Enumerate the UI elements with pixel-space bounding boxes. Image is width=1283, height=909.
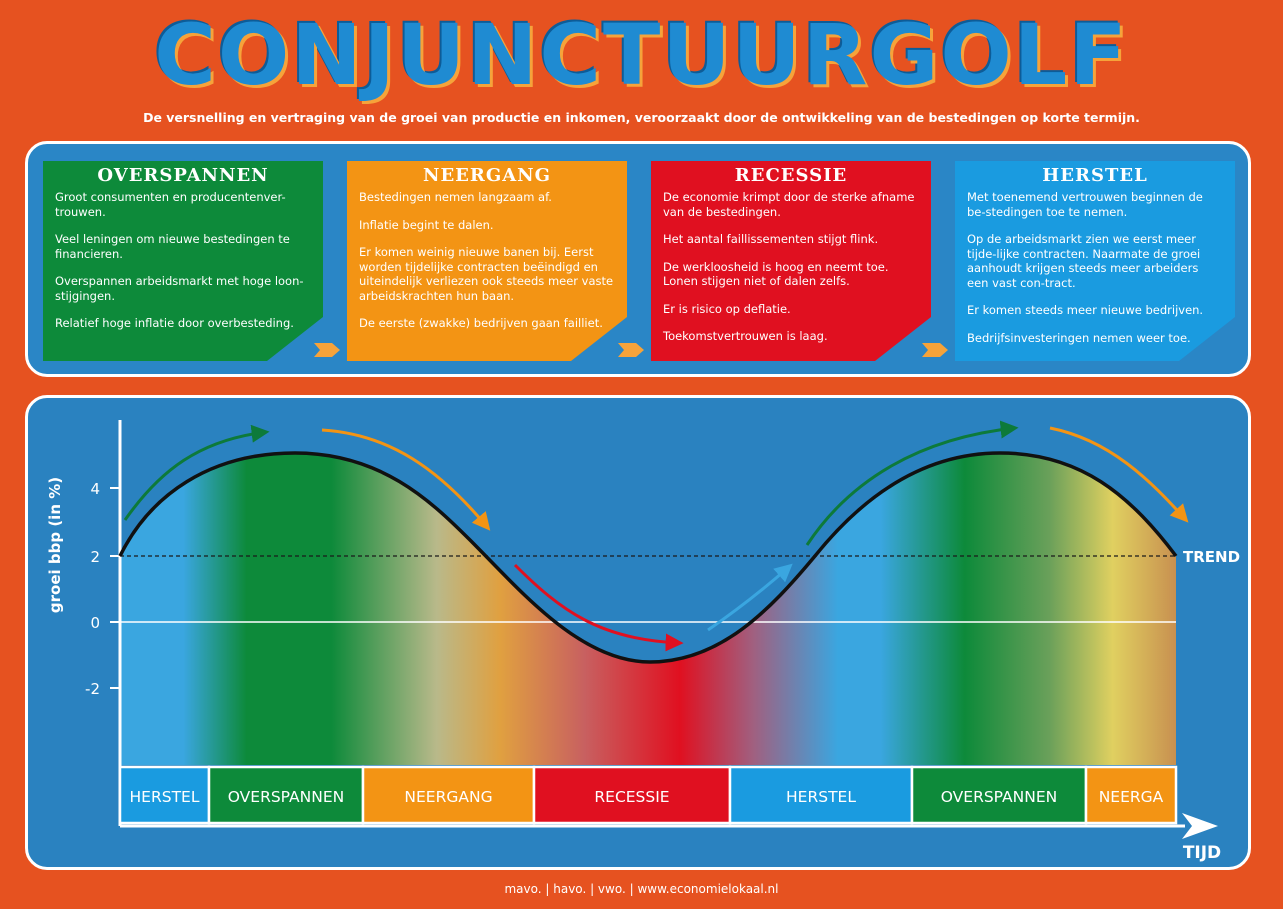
phase-cards-panel: OVERSPANNEN Groot consumenten en produce… — [25, 141, 1251, 377]
phase-segment — [1084, 765, 1178, 825]
card-recessie: RECESSIE De economie krimpt door de ster… — [651, 161, 931, 361]
card-text: Met toenemend vertrouwen beginnen de be-… — [967, 190, 1203, 219]
y-ticks — [110, 487, 120, 689]
cycle-curve — [118, 451, 1178, 664]
x-axis-label: TIJD — [1183, 843, 1221, 863]
card-text: Relatief hoge inflatie door overbestedin… — [55, 316, 294, 330]
y-axis-label: groei bbp (in %) — [46, 477, 64, 613]
phase-label: NEERGA — [1099, 788, 1164, 806]
chevron-right-icon — [314, 343, 340, 357]
y-tick-label: 2 — [90, 548, 100, 566]
chevron-right-icon — [922, 343, 948, 357]
phase-label: OVERSPANNEN — [941, 788, 1057, 806]
card-title: HERSTEL — [1042, 165, 1148, 186]
trend-label: TREND — [1183, 548, 1240, 566]
phase-label: HERSTEL — [786, 788, 856, 806]
arrow-recovery — [707, 563, 793, 632]
x-axis-arrow-icon — [1182, 813, 1218, 839]
card-title: OVERSPANNEN — [97, 165, 269, 186]
card-text: Bestedingen nemen langzaam af. — [359, 190, 552, 204]
arrow-upswing — [805, 420, 1019, 546]
arrow-recession — [513, 563, 684, 652]
card-text: Veel leningen om nieuwe bestedingen te f… — [55, 232, 290, 261]
phase-label: NEERGANG — [404, 788, 492, 806]
card-title: NEERGANG — [422, 165, 551, 186]
phase-segment — [361, 765, 536, 825]
phase-segment — [532, 765, 732, 825]
card-text: Groot consumenten en producentenver-trou… — [55, 190, 286, 219]
card-text: Er komen steeds meer nieuwe bedrijven. — [967, 303, 1204, 317]
card-text: De werkloosheid is hoog en neemt toe. Lo… — [663, 259, 889, 289]
arrow-downswing — [321, 428, 491, 531]
card-herstel: HERSTEL Met toenemend vertrouwen beginne… — [955, 161, 1235, 361]
y-tick-label: -2 — [85, 680, 100, 698]
card-text: Er komen weinig nieuwe banen bij. Eerst … — [359, 245, 614, 303]
card-text: Er is risico op deflatie. — [663, 301, 791, 316]
phase-label: OVERSPANNEN — [228, 788, 344, 806]
card-text: Inflatie begint te dalen. — [359, 217, 494, 232]
card-text: Het aantal faillissementen stijgt flink. — [663, 232, 879, 246]
chevron-right-icon — [618, 343, 644, 357]
card-text: Toekomstvertrouwen is laag. — [663, 329, 828, 343]
phase-segment — [728, 765, 914, 825]
card-text: Bedrijfsinvesteringen nemen weer toe. — [967, 330, 1191, 345]
arrow-upswing — [123, 424, 270, 521]
phase-bar — [118, 765, 1178, 825]
phase-colour-area — [120, 453, 1176, 765]
phase-segment — [207, 765, 365, 825]
arrow-downswing — [1049, 426, 1189, 523]
card-text: De economie krimpt door de sterke afname… — [663, 190, 915, 219]
card-overspannen: OVERSPANNEN Groot consumenten en produce… — [43, 161, 323, 361]
page-title: CONJUNCTUURGOLF — [154, 6, 1129, 104]
phase-label: HERSTEL — [130, 788, 200, 806]
card-text: Overspannen arbeidsmarkt met hoge loon-s… — [55, 274, 304, 303]
y-tick-label: 0 — [90, 614, 100, 632]
subtitle: De versnelling en vertraging van de groe… — [143, 110, 1140, 125]
card-text: De eerste (zwakke) bedrijven gaan failli… — [359, 316, 603, 330]
footer: mavo. | havo. | vwo. | www.economielokaa… — [504, 882, 779, 896]
card-title: RECESSIE — [734, 165, 848, 186]
card-neergang: NEERGANG Bestedingen nemen langzaam af. … — [347, 161, 627, 361]
phase-segment — [910, 765, 1088, 825]
phase-label: RECESSIE — [594, 788, 669, 806]
card-text: Op de arbeidsmarkt zien we eerst meer ti… — [967, 232, 1201, 290]
y-tick-label: 4 — [90, 480, 100, 498]
phase-segment — [118, 765, 211, 825]
